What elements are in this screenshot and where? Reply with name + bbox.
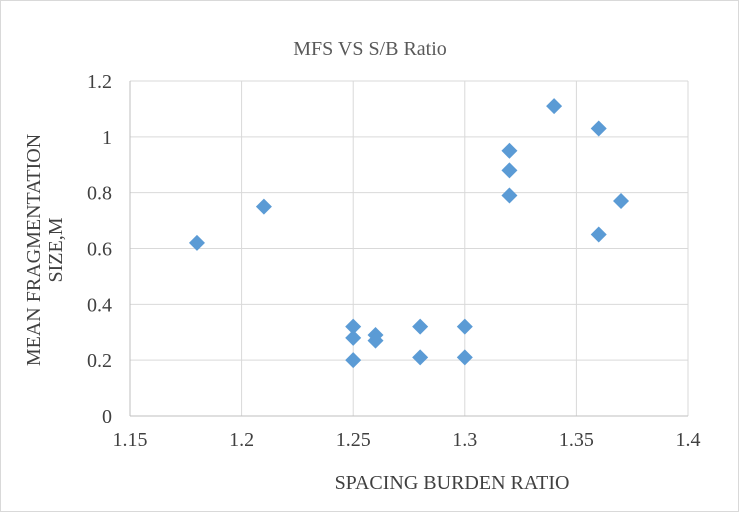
axis-layer <box>129 81 688 417</box>
data-point <box>501 187 518 204</box>
x-tick-label: 1.2 <box>229 429 254 451</box>
x-axis-label: SPACING BURDEN RATIO <box>335 472 570 494</box>
y-tick-label: 1 <box>102 127 112 149</box>
data-point <box>345 329 362 346</box>
data-point <box>255 198 272 215</box>
data-point <box>456 318 473 335</box>
y-axis-label-line-1: MEAN FRAGMENTATION <box>23 134 45 366</box>
y-tick-label: 0.2 <box>87 350 112 372</box>
grid-layer <box>130 80 689 416</box>
data-point <box>412 349 429 366</box>
data-point <box>345 318 362 335</box>
chart-title: MFS VS S/B Ratio <box>293 38 447 60</box>
y-tick-label: 0.4 <box>87 294 112 316</box>
y-axis-label-line-2: SIZE,M <box>45 217 67 282</box>
y-tick-label: 1.2 <box>87 71 112 93</box>
x-tick-label: 1.25 <box>336 429 371 451</box>
data-point <box>546 98 563 115</box>
x-tick-label: 1.35 <box>559 429 594 451</box>
data-point <box>367 332 384 349</box>
y-axis-label: MEAN FRAGMENTATION SIZE,M <box>23 134 67 366</box>
data-point <box>501 162 518 179</box>
data-point <box>412 318 429 335</box>
y-tick-label: 0 <box>102 406 112 428</box>
x-tick-label: 1.15 <box>113 429 148 451</box>
point-layer <box>188 98 630 369</box>
data-point <box>501 142 518 159</box>
y-tick-label: 0.6 <box>87 239 112 261</box>
data-point <box>345 352 362 369</box>
y-tick-label: 0.8 <box>87 183 112 205</box>
tick-layer: 0 0.2 0.4 0.6 0.8 1 1.2 1.15 1.2 1.25 1.3 1.35 1.4 <box>87 71 701 451</box>
data-point <box>188 234 205 251</box>
x-tick-label: 1.4 <box>676 429 701 451</box>
x-tick-label: 1.3 <box>452 429 477 451</box>
data-point <box>613 193 630 210</box>
data-point <box>590 226 607 243</box>
data-point <box>590 120 607 137</box>
data-point <box>456 349 473 366</box>
